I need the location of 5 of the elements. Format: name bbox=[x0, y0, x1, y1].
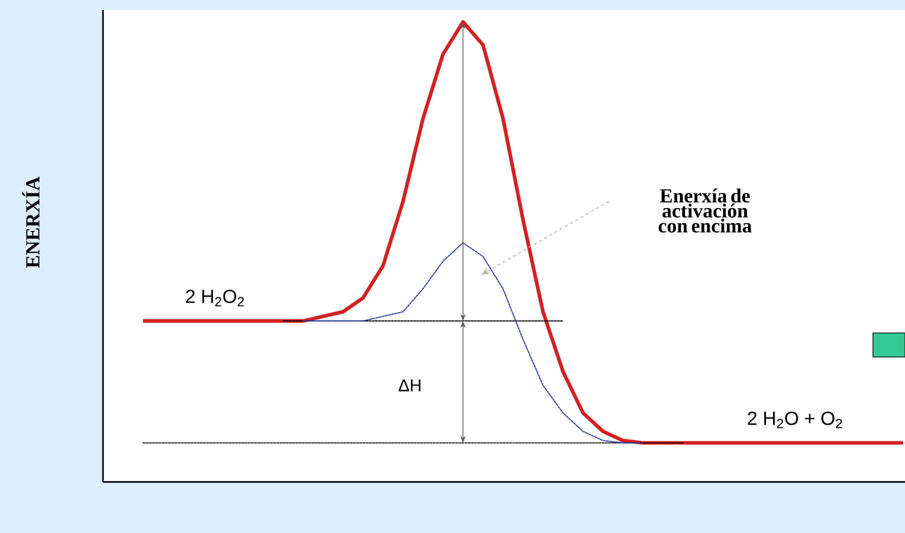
annotation: Enerxía de activación con encima bbox=[658, 188, 752, 233]
y-axis-title: ENERXÍA bbox=[22, 176, 40, 268]
annotation: 2 H$_{2}$O$_{2}$ bbox=[186, 290, 244, 306]
annotation: ΔH bbox=[398, 380, 420, 392]
annotation: 2 H$_{2}$O + O$_{2}$ bbox=[748, 412, 842, 428]
